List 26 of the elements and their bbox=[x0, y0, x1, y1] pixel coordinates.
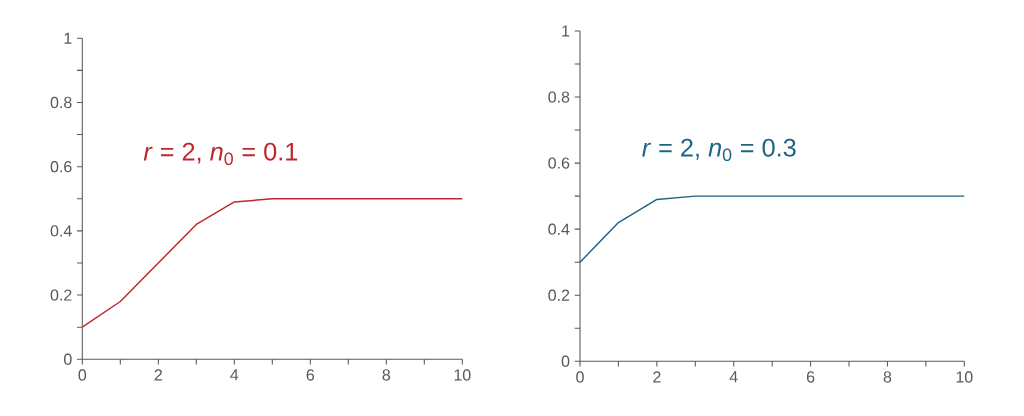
series-label: r = 2, n$_{0}$ = 0.1 bbox=[143, 142, 298, 165]
x-tick-label: 10 bbox=[454, 369, 471, 381]
y-tick-label: 0.6 bbox=[548, 157, 570, 169]
y-tick-label: 0.2 bbox=[548, 289, 570, 301]
x-tick-label: 10 bbox=[956, 371, 973, 383]
y-tick-label: 1 bbox=[562, 25, 570, 37]
y-tick-label: 0.8 bbox=[50, 96, 72, 109]
x-tick-label: 8 bbox=[382, 369, 391, 381]
x-tick-label: 6 bbox=[306, 369, 315, 381]
y-tick-label: 0.8 bbox=[548, 91, 570, 103]
y-tick-label: 0 bbox=[63, 353, 72, 365]
x-tick-label: 0 bbox=[576, 371, 584, 383]
series-label: r = 2, n$_{0}$ = 0.3 bbox=[642, 138, 796, 162]
x-tick-label: 2 bbox=[154, 369, 162, 381]
y-tick-label: 0.2 bbox=[50, 289, 72, 301]
y-tick-label: 0 bbox=[561, 355, 570, 367]
y-tick-label: 0.4 bbox=[548, 223, 570, 235]
x-tick-label: 8 bbox=[883, 371, 892, 383]
x-tick-label: 2 bbox=[653, 371, 661, 383]
x-tick-label: 4 bbox=[729, 371, 738, 383]
y-tick-label: 1 bbox=[64, 32, 72, 44]
y-tick-label: 0.6 bbox=[50, 161, 72, 173]
x-tick-label: 4 bbox=[230, 369, 239, 381]
y-tick-label: 0.4 bbox=[50, 225, 72, 237]
x-tick-label: 0 bbox=[78, 369, 87, 381]
x-tick-label: 6 bbox=[806, 371, 815, 383]
